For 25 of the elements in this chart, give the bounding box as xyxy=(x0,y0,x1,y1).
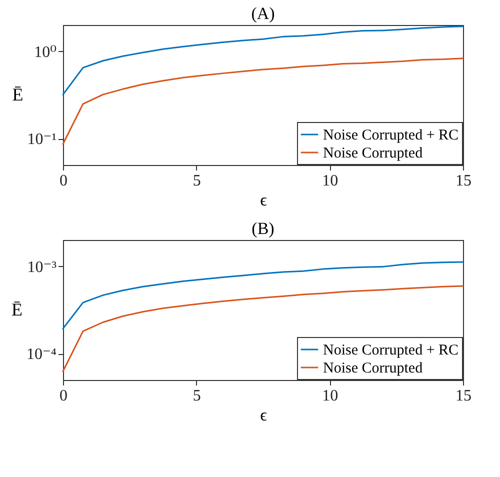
legend-label: Noise Corrupted + RC xyxy=(323,128,459,144)
x-tick-label: 10 xyxy=(322,172,338,190)
legend-label: Noise Corrupted xyxy=(323,146,424,162)
x-tick-label: 10 xyxy=(322,388,338,404)
line-series xyxy=(62,261,464,330)
y-tick-label: 10⁻³ xyxy=(27,258,57,276)
y-axis-title: Ē xyxy=(11,300,22,320)
x-tick-label: 15 xyxy=(456,388,472,404)
x-axis-title: ϵ xyxy=(260,190,268,210)
chart-title: (B) xyxy=(252,219,274,238)
legend-label: Noise Corrupted + RC xyxy=(323,342,459,358)
y-axis-title: Ē xyxy=(12,84,24,104)
x-axis-title: ϵ xyxy=(260,406,268,424)
line-series xyxy=(62,26,464,96)
x-tick-label: 0 xyxy=(60,172,68,190)
y-tick-label: 10⁻⁴ xyxy=(26,346,57,364)
x-tick-label: 5 xyxy=(192,388,201,404)
legend-label: Noise Corrupted xyxy=(323,360,424,376)
chart-title: (A) xyxy=(251,4,275,23)
y-tick-label: 10⁰ xyxy=(34,44,56,61)
line-series xyxy=(62,58,464,145)
y-tick-label: 10⁻¹ xyxy=(27,131,57,148)
x-tick-label: 0 xyxy=(60,388,68,404)
x-tick-label: 5 xyxy=(192,172,201,190)
x-tick-label: 15 xyxy=(456,172,472,190)
